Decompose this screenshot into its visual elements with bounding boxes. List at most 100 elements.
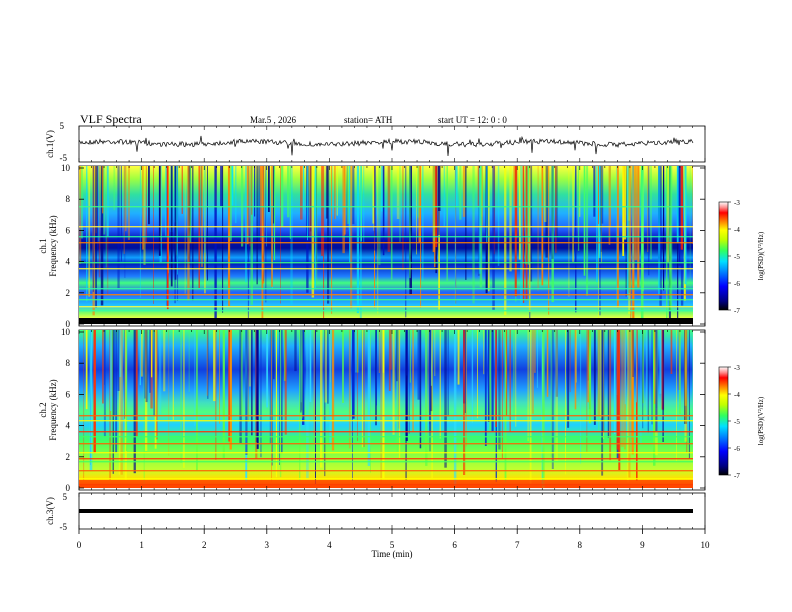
spectrogram-streak — [586, 330, 588, 452]
spectrogram-streak — [355, 330, 357, 373]
spectrogram-streak — [607, 330, 609, 438]
spectrogram-streak — [376, 330, 377, 406]
ch2-spectrogram-streaks — [83, 330, 693, 488]
spectrogram-streak — [684, 166, 687, 285]
spectrogram-streak — [263, 166, 264, 282]
spectrogram-streak — [133, 330, 136, 474]
spectrogram-streak — [92, 166, 94, 292]
spectrogram-streak — [184, 166, 186, 294]
spectrogram-streak — [688, 330, 690, 459]
start-ut-label: start UT = 12: 0 : 0 — [438, 115, 507, 125]
ch1-spectrogram-panel: 0 2 4 6 8 10 ch.1 Frequency (kHz) — [38, 163, 706, 329]
ch1-ytick-top: 5 — [60, 121, 65, 131]
spectrogram-streak — [431, 330, 433, 479]
spectrogram-streak — [125, 166, 127, 232]
ch1-spectrogram-image — [79, 166, 693, 324]
spectrogram-streak — [260, 166, 262, 241]
spectrogram-streak — [430, 330, 432, 386]
ch1-spectrogram-bands — [79, 206, 693, 324]
spectrogram-band — [79, 470, 693, 472]
spectrogram-streak — [327, 166, 330, 304]
spectrogram-streak — [120, 330, 123, 424]
spectrogram-streak — [290, 166, 293, 305]
spectrogram-streak — [599, 166, 602, 252]
spectrogram-streak — [676, 330, 677, 462]
spectrogram-streak — [568, 166, 570, 297]
spectrogram-streak — [648, 166, 650, 276]
spectrogram-streak — [488, 166, 490, 292]
ch1-spec-ylabel-frequency: Frequency (kHz) — [48, 215, 58, 276]
y-tick-label: 0 — [66, 319, 71, 329]
ch3-waveform-trace — [79, 509, 693, 513]
spectrogram-streak — [409, 166, 412, 295]
spectrogram-streak — [680, 166, 683, 250]
spectrogram-streak — [432, 166, 435, 242]
spectrogram-streak — [580, 330, 582, 464]
spectrogram-streak — [396, 330, 398, 382]
spectrogram-streak — [89, 330, 93, 471]
spectrogram-streak — [280, 166, 284, 227]
spectrogram-streak — [377, 166, 379, 314]
spectrogram-streak — [501, 330, 503, 459]
ch2-spec-ylabel-frequency: Frequency (kHz) — [48, 379, 58, 440]
spectrogram-streak — [587, 330, 590, 403]
spectrogram-streak — [307, 166, 308, 241]
spectrogram-streak — [370, 330, 371, 473]
spectrogram-streak — [588, 330, 592, 424]
spectrogram-streak — [85, 330, 88, 410]
spectrogram-streak — [145, 330, 147, 375]
spectrogram-streak — [273, 166, 275, 224]
spectrogram-streak — [382, 330, 385, 479]
spectrogram-band — [79, 242, 693, 244]
spectrogram-streak — [325, 166, 328, 219]
spectrogram-streak — [172, 330, 174, 420]
spectrogram-streak — [598, 330, 600, 430]
spectrogram-streak — [334, 166, 336, 220]
spectrogram-streak — [555, 330, 558, 397]
y-tick-label: 8 — [66, 358, 71, 368]
spectrogram-streak — [602, 330, 605, 433]
spectrogram-streak — [453, 330, 457, 486]
spectrogram-streak — [412, 330, 414, 432]
spectrogram-streak — [390, 330, 392, 370]
spectrogram-streak — [194, 330, 196, 427]
ch1-colorbar-ticks: -3 -4 -5 -6 -7 — [728, 199, 740, 315]
spectrogram-streak — [334, 166, 335, 220]
spectrogram-streak — [462, 166, 466, 217]
x-tick-label: 1 — [139, 540, 144, 550]
y-tick-label: 10 — [61, 327, 71, 337]
spectrogram-streak — [102, 166, 104, 214]
spectrogram-streak — [255, 330, 258, 459]
ch2-colorbar-gradient — [718, 366, 729, 476]
spectrogram-streak — [438, 166, 440, 310]
spectrogram-streak — [409, 166, 411, 279]
spectrogram-streak — [459, 166, 462, 220]
spectrogram-streak — [609, 330, 612, 461]
spectrogram-streak — [678, 330, 680, 390]
spectrogram-streak — [251, 330, 253, 436]
spectrogram-streak — [425, 330, 428, 466]
spectrogram-streak — [489, 330, 492, 431]
spectrogram-streak — [271, 330, 272, 483]
spectrogram-streak — [434, 166, 436, 268]
spectrogram-streak — [388, 330, 391, 391]
spectrogram-streak — [151, 330, 153, 378]
spectrogram-streak — [537, 166, 539, 291]
spectrogram-streak — [626, 330, 629, 483]
ch1-colorbar-label: log(PSD)(V²/Hz) — [757, 231, 765, 280]
spectrogram-streak — [692, 330, 693, 444]
spectrogram-streak — [79, 166, 82, 264]
spectrogram-streak — [550, 330, 553, 458]
spectrogram-streak — [544, 166, 547, 222]
spectrogram-streak — [245, 330, 248, 455]
spectrogram-streak — [279, 330, 280, 465]
spectrogram-streak — [432, 166, 435, 253]
spectrogram-streak — [465, 166, 467, 280]
spectrogram-band — [79, 443, 693, 445]
spectrogram-streak — [650, 166, 652, 260]
spectrogram-streak — [551, 166, 554, 259]
spectrogram-streak — [402, 166, 404, 271]
ch2-spectrogram-panel: 0 2 4 6 8 10 ch.2 Frequency (kHz) — [38, 327, 706, 493]
spectrogram-streak — [174, 166, 177, 280]
spectrogram-streak — [149, 330, 151, 393]
